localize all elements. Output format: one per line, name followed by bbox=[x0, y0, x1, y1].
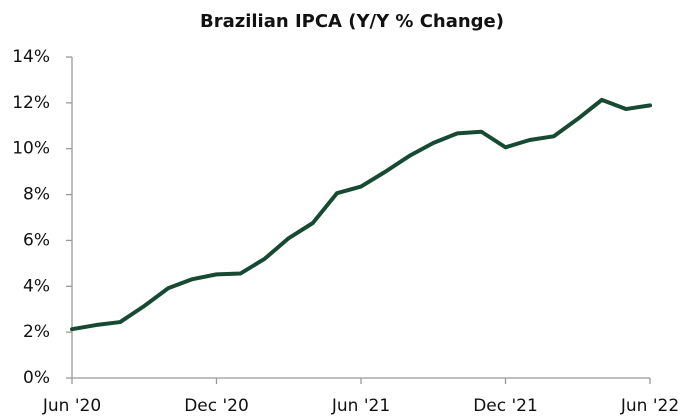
y-tick-label: 12% bbox=[12, 93, 50, 113]
y-tick-label: 14% bbox=[12, 47, 50, 67]
x-tick-label: Dec '20 bbox=[184, 396, 249, 416]
y-tick-label: 10% bbox=[12, 139, 50, 159]
x-tick-label: Dec '21 bbox=[473, 396, 538, 416]
y-tick-label: 4% bbox=[23, 276, 50, 296]
x-tick-label: Jun '20 bbox=[42, 396, 101, 416]
chart-title: Brazilian IPCA (Y/Y % Change) bbox=[200, 11, 504, 32]
y-tick-label: 0% bbox=[23, 368, 50, 388]
x-tick-label: Jun '22 bbox=[620, 396, 679, 416]
line bbox=[70, 97, 652, 332]
x-tick-label: Jun '21 bbox=[331, 396, 390, 416]
y-tick-label: 6% bbox=[23, 230, 50, 250]
y-tick-label: 2% bbox=[23, 322, 50, 342]
y-tick-label: 8% bbox=[23, 185, 50, 205]
